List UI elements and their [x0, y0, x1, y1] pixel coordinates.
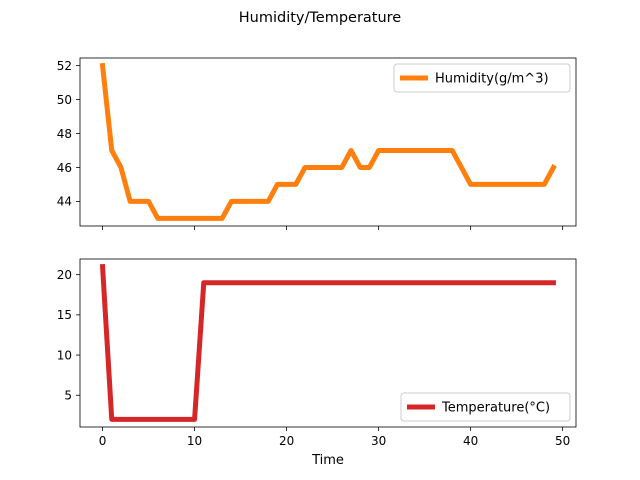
y-tick-label: 44: [57, 195, 72, 209]
x-tick-label: 10: [187, 434, 202, 448]
series-line-1: [99, 263, 556, 422]
x-tick-label: 20: [279, 434, 294, 448]
charts-container: 44 46 48 50 52 Humidity(g/m^3) 0 10 20 30 40 50 5 10 1…: [57, 57, 577, 468]
chart-2: 0 10 20 30 40 50 5 10 15 20 Time Temperature(°C): [57, 258, 577, 468]
y-tick-label: 20: [57, 268, 72, 282]
axes-frame: [79, 258, 577, 428]
y-tick-label: 50: [57, 93, 72, 107]
y-tick-label: 52: [57, 59, 72, 73]
y-tick-label: 15: [57, 308, 72, 322]
y-tick-label: 46: [57, 161, 72, 175]
legend-label: Humidity(g/m^3): [435, 72, 549, 87]
y-tick-label: 5: [64, 389, 72, 403]
series-line-1: [99, 62, 557, 221]
y-tick-label: 48: [57, 127, 72, 141]
y-tick-label: 10: [57, 348, 72, 362]
legend-label: Temperature(°C): [441, 401, 550, 416]
x-tick-label: 50: [555, 434, 570, 448]
x-tick-label: 40: [463, 434, 478, 448]
x-tick-label: 30: [371, 434, 386, 448]
x-tick-label: 0: [99, 434, 107, 448]
legend-box: [393, 63, 571, 93]
legend: Temperature(°C): [400, 392, 571, 422]
legend-box: [400, 392, 571, 422]
figure-title: Humidity/Temperature: [239, 10, 402, 26]
legend: Humidity(g/m^3): [393, 63, 571, 93]
chart-1: 44 46 48 50 52 Humidity(g/m^3): [57, 57, 577, 230]
x-axis-label: Time: [311, 453, 344, 468]
axes-frame: [79, 57, 577, 227]
